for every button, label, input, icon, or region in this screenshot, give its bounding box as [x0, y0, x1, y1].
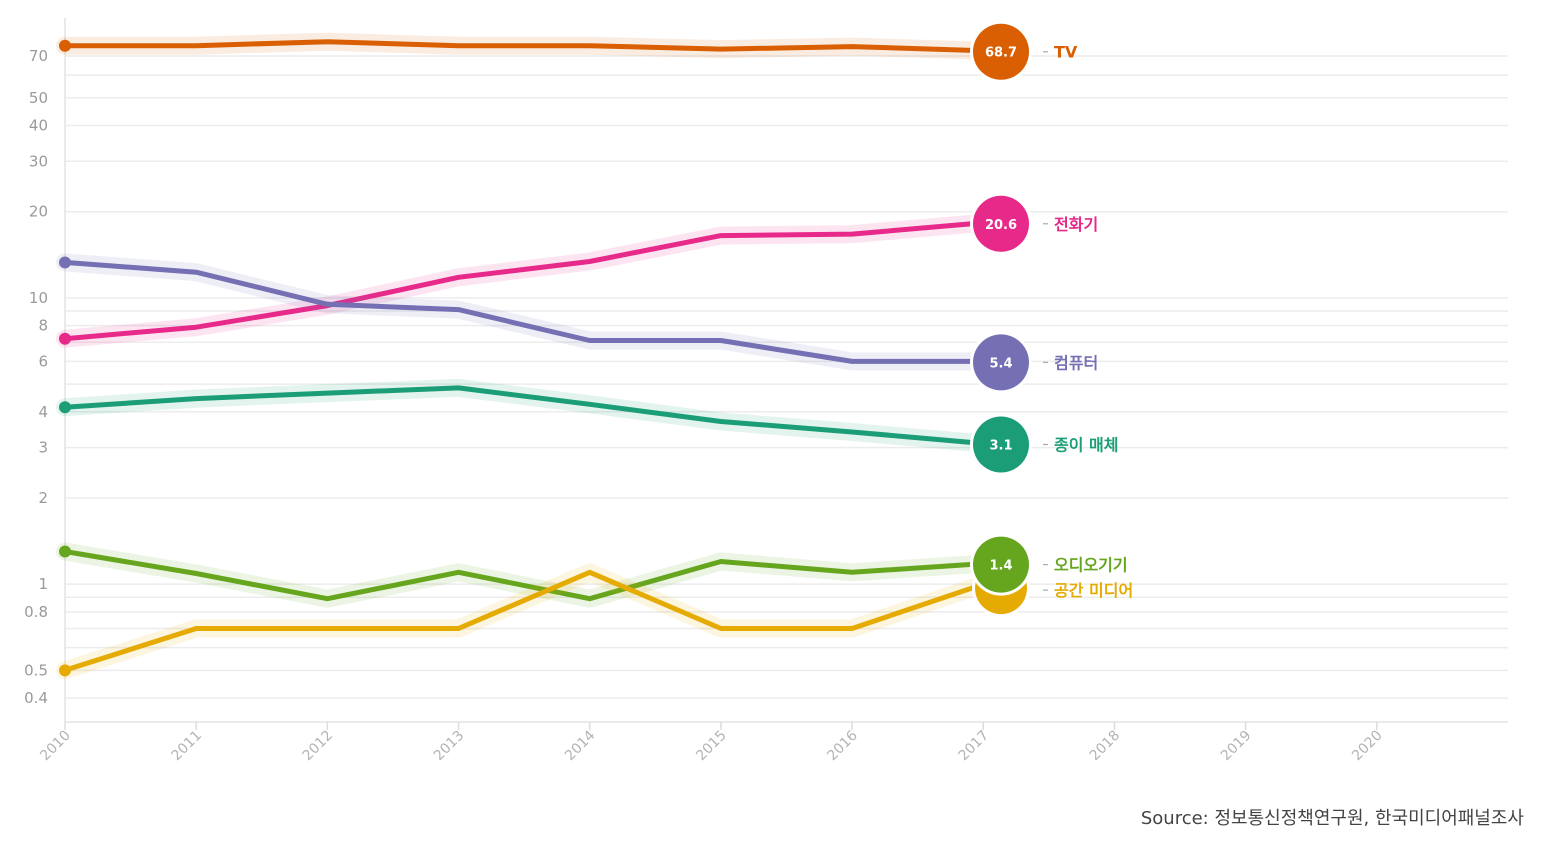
series-start-point	[59, 401, 71, 414]
end-value-label: 3.1	[989, 439, 1012, 454]
end-value-label: 1.4	[989, 559, 1012, 574]
end-value-label: 5.4	[989, 356, 1012, 371]
x-tick-label: 2020	[1349, 728, 1386, 765]
x-tick-label: 2013	[431, 728, 468, 765]
y-tick-label: 8	[38, 317, 48, 335]
series-label: 공간 미디어	[1054, 581, 1133, 600]
series-start-point	[59, 332, 71, 345]
y-tick-label: 6	[38, 352, 48, 370]
series-lines	[56, 32, 993, 680]
y-tick-label: 1	[38, 575, 48, 593]
series-label: TV	[1054, 43, 1078, 62]
x-tick-label: 2016	[824, 727, 861, 764]
end-value-label: 68.7	[985, 46, 1017, 61]
end-badge	[973, 536, 1029, 593]
x-tick-label: 2019	[1218, 728, 1255, 765]
y-tick-label: 4	[38, 403, 48, 421]
y-tick-label: 20	[29, 203, 48, 221]
x-tick-label: 2011	[168, 728, 205, 765]
y-tick-label: 10	[29, 289, 48, 307]
y-tick-label: 3	[38, 439, 48, 457]
series-line	[62, 220, 986, 342]
y-tick-label: 0.5	[24, 661, 48, 679]
y-tick-label: 0.4	[24, 689, 48, 707]
x-tick-label: 2010	[37, 728, 74, 765]
source-note: Source: 정보통신정책연구원, 한국미디어패널조사	[1140, 808, 1524, 829]
end-badge	[973, 334, 1029, 391]
x-tick-label: 2014	[562, 727, 599, 764]
end-badge	[973, 416, 1029, 473]
series-start-point	[59, 39, 71, 52]
series-start-point	[59, 256, 71, 269]
y-tick-label: 2	[38, 489, 48, 507]
series-line	[62, 549, 986, 602]
end-badge	[973, 195, 1029, 252]
y-tick-label: 0.8	[24, 603, 48, 621]
gridlines	[65, 55, 1508, 699]
series-label: 전화기	[1054, 215, 1098, 234]
series-label: 컴퓨터	[1054, 353, 1098, 372]
series-line	[62, 385, 986, 446]
x-tick-label: 2018	[1087, 728, 1124, 765]
series-line	[62, 569, 986, 673]
x-tick-label: 2017	[956, 728, 993, 765]
x-tick-label: 2012	[300, 728, 337, 765]
x-tick-label: 2015	[693, 728, 730, 765]
y-tick-label: 70	[29, 47, 48, 65]
y-tick-label: 40	[29, 117, 48, 135]
end-markers: 공간 미디어 68.7 TV 20.6 전화기 5.4 컴퓨터 3.1 종이 매체 1.4 오디오기…	[970, 20, 1133, 618]
end-badge	[973, 23, 1029, 80]
y-tick-label: 50	[29, 89, 48, 107]
y-tick-label: 30	[29, 152, 48, 170]
series-start-point	[59, 664, 71, 677]
end-value-label: 20.6	[985, 218, 1017, 233]
series-line	[62, 259, 986, 364]
series-label: 오디오기기	[1054, 556, 1128, 575]
series-start-point	[59, 545, 71, 558]
series-line	[62, 39, 986, 54]
series-label: 종이 매체	[1054, 436, 1118, 455]
